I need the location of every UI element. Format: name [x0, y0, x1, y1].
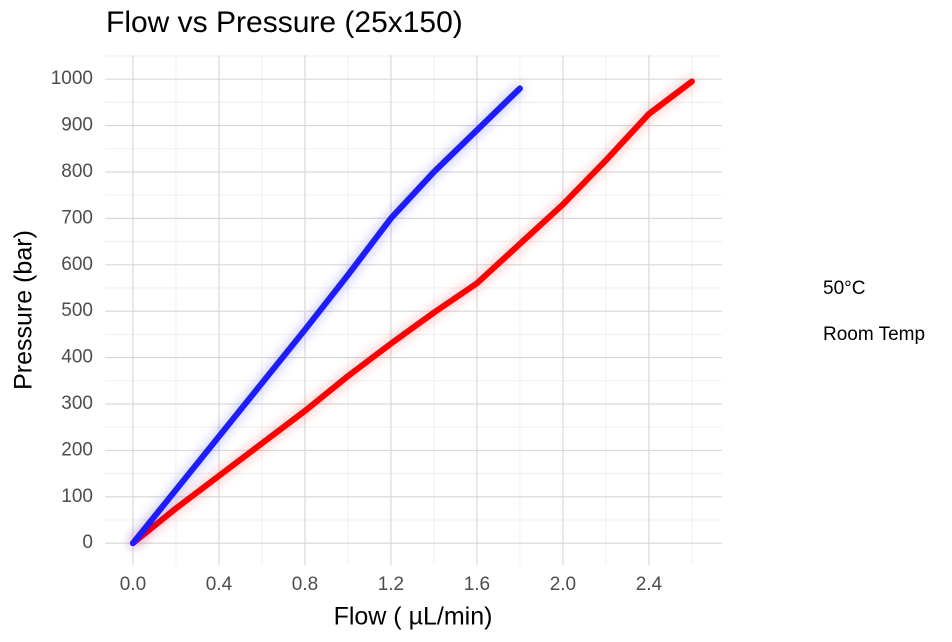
x-tick-label: 1.6 — [464, 574, 490, 595]
x-axis-label: Flow ( µL/min) — [334, 603, 493, 631]
lines — [129, 78, 695, 547]
x-tick-label: 0.8 — [292, 574, 318, 595]
x-tick-label: 1.2 — [378, 574, 404, 595]
x-tick-label: 2.0 — [550, 574, 576, 595]
y-tick-label: 700 — [61, 207, 93, 228]
y-tick-label: 900 — [61, 115, 93, 136]
x-tick-label: 2.4 — [636, 574, 663, 595]
legend-label: 50°C — [823, 278, 865, 299]
y-axis-label: Pressure (bar) — [10, 230, 38, 390]
y-tick-label: 600 — [61, 254, 93, 275]
y-tick-label: 300 — [61, 393, 93, 414]
series-line — [129, 85, 523, 547]
y-tick-label: 400 — [61, 347, 93, 368]
grid — [105, 55, 722, 565]
x-tick-label: 0.4 — [206, 574, 233, 595]
y-tick-label: 0 — [82, 532, 93, 553]
y-tick-label: 800 — [61, 161, 93, 182]
chart-title: Flow vs Pressure (25x150) — [106, 6, 463, 39]
y-tick-label: 200 — [61, 439, 93, 460]
x-tick-label: 0.0 — [120, 574, 146, 595]
y-tick-label: 500 — [61, 300, 93, 321]
series-line — [129, 78, 695, 547]
y-tick-label: 1000 — [51, 68, 93, 89]
y-tick-label: 100 — [61, 486, 93, 507]
legend-label: Room Temp — [823, 324, 925, 345]
